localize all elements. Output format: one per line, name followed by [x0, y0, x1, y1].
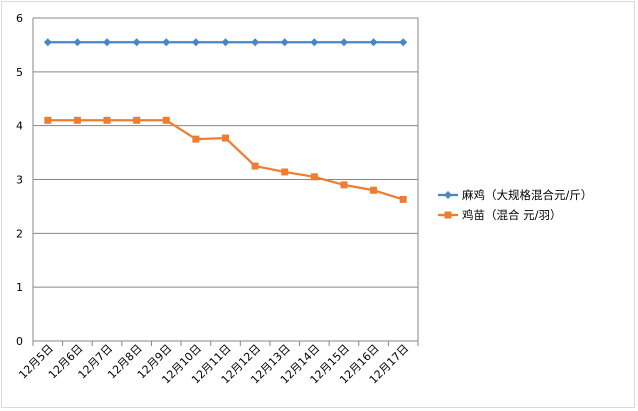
data-point-series-1	[310, 38, 319, 47]
y-tick-label: 0	[16, 335, 23, 348]
legend-label-2: 鸡苗（混合 元/羽）	[462, 208, 562, 222]
data-point-series-2	[133, 116, 141, 124]
data-point-series-2	[340, 181, 348, 189]
y-tick-label: 2	[16, 227, 23, 240]
legend-marker-1	[444, 191, 452, 199]
data-point-series-2	[44, 116, 52, 124]
series-line-2	[47, 119, 404, 201]
y-tick-label: 6	[16, 12, 23, 25]
data-point-series-1	[339, 38, 348, 47]
data-point-series-2	[73, 116, 81, 124]
data-point-series-1	[251, 38, 260, 47]
data-point-series-2	[103, 116, 111, 124]
data-point-series-2	[251, 162, 259, 170]
data-point-series-1	[221, 38, 230, 47]
data-point-series-2	[399, 195, 407, 203]
data-point-series-2	[370, 186, 378, 194]
data-point-series-1	[103, 38, 112, 47]
data-point-series-1	[280, 38, 289, 47]
y-tick-label: 1	[16, 281, 23, 294]
data-point-series-1	[369, 38, 378, 47]
data-point-series-2	[222, 134, 229, 142]
y-tick-label: 5	[16, 66, 23, 79]
legend-label-1: 麻鸡（大规格混合元/斤）	[462, 188, 592, 202]
data-point-series-2	[192, 135, 200, 143]
data-point-series-1	[162, 38, 171, 47]
data-point-series-2	[162, 116, 170, 124]
data-point-series-1	[399, 38, 408, 47]
data-point-series-1	[43, 38, 52, 47]
data-point-series-2	[310, 173, 318, 181]
data-point-series-1	[132, 38, 141, 47]
data-point-series-1	[73, 38, 82, 47]
data-point-series-2	[281, 168, 289, 176]
legend-marker-2	[444, 211, 452, 219]
y-tick-label: 4	[16, 120, 23, 133]
data-point-series-1	[191, 38, 200, 47]
y-tick-label: 3	[16, 174, 23, 187]
